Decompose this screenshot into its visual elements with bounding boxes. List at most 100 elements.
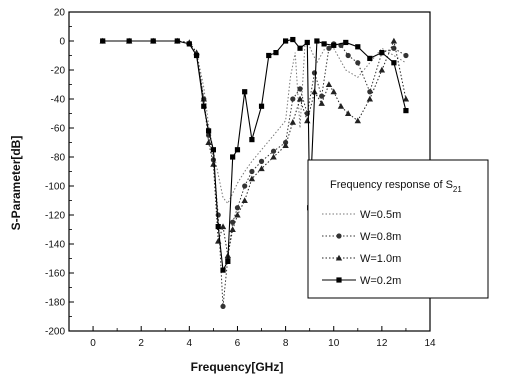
data-point [318,100,325,106]
data-point [325,81,333,88]
x-tick-label: 0 [90,338,96,349]
data-point [234,205,241,211]
data-point [344,110,352,117]
data-point [150,38,156,44]
y-tick-label: -200 [45,327,65,338]
data-point [319,93,325,99]
data-point [345,52,351,59]
data-point [355,60,361,66]
x-tick-label: 10 [328,338,340,349]
data-point [219,223,227,230]
y-tick-label: -20 [51,66,66,77]
data-point [282,142,289,148]
data-point [193,52,200,59]
data-point [230,219,236,225]
data-point [321,41,327,47]
data-point [266,52,272,59]
data-point [283,38,289,44]
data-point [367,55,373,61]
data-point [367,89,373,95]
data-point [314,38,320,44]
y-tick-label: 20 [54,8,66,19]
legend-swatch-marker [336,233,342,239]
data-point [355,44,361,50]
data-point [273,50,279,56]
data-point [366,95,374,102]
data-point [242,89,248,95]
legend-box [307,159,489,299]
data-point [354,117,361,124]
data-point [205,128,212,134]
data-point [403,52,409,59]
data-point [205,139,212,146]
data-point [379,50,385,56]
series-layer [99,36,410,309]
x-axis-label: Frequency[GHz] [191,360,284,374]
x-axis-ticks: 0 2 4 6 8 10 12 14 [90,326,436,349]
y-tick-label: -180 [45,298,65,309]
series-4 [100,36,409,273]
data-point [186,41,192,47]
data-point [210,161,217,167]
data-point [331,42,337,48]
data-point [290,36,296,43]
data-point [297,86,303,92]
legend-swatch-marker [336,277,342,283]
data-point [248,175,256,182]
data-point [337,103,345,109]
y-axis-ticks: 20 0 -20 -40 -60 -80 -100 -120 -140 -160 -180 -200 [45,8,74,338]
data-point [230,154,236,160]
data-point [343,39,349,46]
legend-title-main: Frequency response of S [330,179,453,191]
x-tick-label: 8 [283,338,289,349]
x-tick-label: 6 [235,338,241,349]
data-point [220,303,226,309]
data-point [249,137,255,143]
y-tick-label: -100 [45,182,65,193]
x-tick-label: 12 [376,338,388,349]
data-point [225,258,231,264]
x-tick-label: 14 [424,338,436,349]
data-point [304,117,311,124]
data-point [390,37,398,44]
x-tick-label: 4 [187,338,193,349]
data-point [174,38,180,44]
legend-label: W=0.5m [360,209,401,221]
data-point [297,45,303,51]
data-point [242,183,248,189]
data-point [201,103,207,109]
data-point [391,45,397,51]
data-point [402,95,410,102]
legend: Frequency response of S21 W=0.5mW=0.8mW=… [307,159,489,299]
data-point [249,168,255,175]
data-point [241,197,248,204]
data-point [270,148,277,154]
data-point [304,39,310,46]
data-point [290,96,296,102]
y-tick-label: -160 [45,269,65,280]
data-point [210,147,216,153]
y-tick-label: -60 [51,124,66,135]
y-tick-label: -120 [45,211,65,222]
data-point [270,153,277,160]
data-point [311,70,318,76]
legend-swatch-marker [335,254,343,261]
data-point [200,95,207,102]
y-tick-label: -140 [45,240,65,251]
data-point [210,157,216,163]
legend-item: W=0.2m [322,275,401,287]
data-point [330,88,337,95]
data-point [126,38,132,44]
legend-label: W=1.0m [360,253,401,265]
data-point [220,267,226,273]
data-point [296,95,304,102]
data-point [229,226,236,233]
y-axis-label: S-Parameter[dB] [9,136,23,231]
data-point [258,103,265,109]
x-tick-label: 2 [138,338,144,349]
data-point [100,38,106,44]
legend-item: W=0.5m [322,209,401,221]
legend-title: Frequency response of S21 [330,179,462,194]
data-point [403,108,409,114]
legend-label: W=0.2m [360,275,401,287]
